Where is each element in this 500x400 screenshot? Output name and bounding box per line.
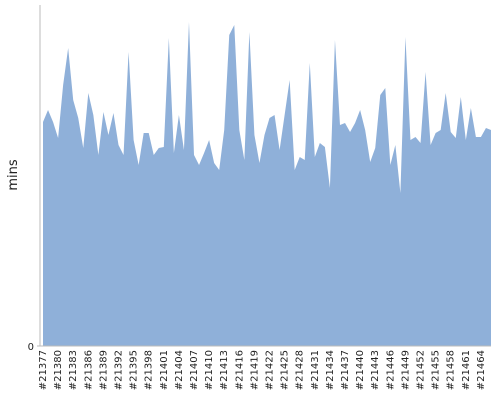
x-tick-label: #21434 [325,350,336,390]
y-axis-label: mins [6,159,21,191]
x-tick-label: #21455 [431,350,442,390]
x-tick-label: #21464 [476,350,487,390]
x-tick-label: #21440 [355,350,366,390]
x-tick-label: #21449 [400,350,411,390]
x-tick-label: #21437 [340,350,351,390]
x-tick-label: #21407 [189,350,200,390]
x-tick-label: #21386 [83,350,94,390]
x-tick-label: #21383 [68,350,79,390]
x-tick-label: #21422 [265,350,276,390]
x-tick-label: #21395 [129,350,140,390]
x-tick-label: #21416 [234,350,245,390]
x-tick-label: #21398 [144,350,155,390]
x-tick-label: #21404 [174,350,185,390]
x-tick-label: #21401 [159,350,170,390]
x-tick-label: #21443 [370,350,381,390]
x-tick-label: #21410 [204,350,215,390]
x-tick-label: #21413 [219,350,230,390]
x-tick-label: #21452 [416,350,427,390]
x-tick-label: #21377 [38,350,49,390]
area [43,22,491,346]
y-tick-label: 0 [28,342,34,353]
x-tick-label: #21431 [310,350,321,390]
x-tick-label: #21419 [249,350,260,390]
x-tick-label: #21389 [98,350,109,390]
x-tick-label: #21461 [461,350,472,390]
x-tick-label: #21392 [114,350,125,390]
x-tick-label: #21428 [295,350,306,390]
x-tick-label: #21380 [53,350,64,390]
x-tick-label: #21458 [446,350,457,390]
x-tick-label: #21425 [280,350,291,390]
x-tick-label: #21446 [385,350,396,390]
